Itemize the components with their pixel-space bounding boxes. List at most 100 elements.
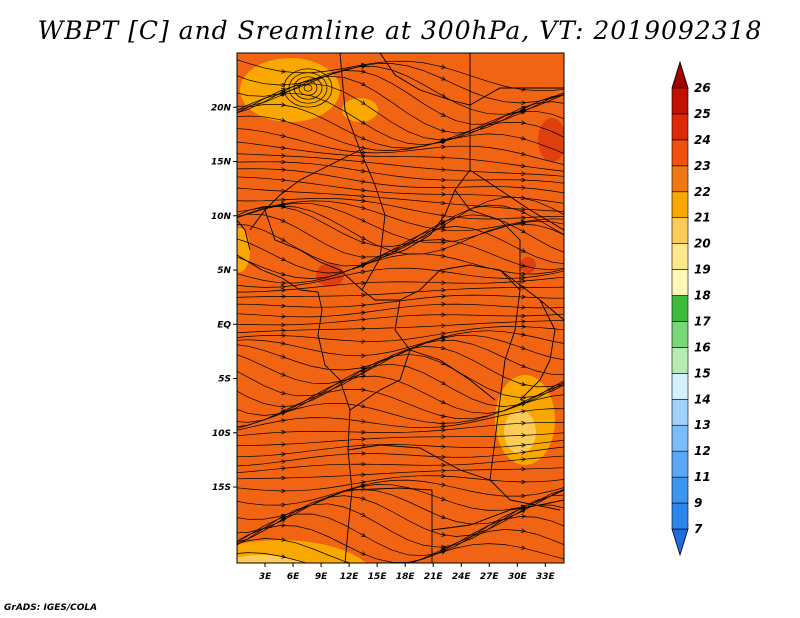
lat-tick-label: 10S	[212, 429, 231, 439]
streamline-arrow	[359, 498, 365, 499]
colorbar-box	[671, 373, 689, 400]
colorbar-label: 21	[694, 211, 711, 225]
streamline-arrow	[439, 66, 445, 67]
streamline-arrow	[439, 516, 445, 518]
streamline-arrow	[519, 230, 525, 233]
colorbar-label: 7	[694, 522, 703, 536]
streamline-arrow	[359, 101, 365, 104]
streamline-arrow	[519, 123, 525, 124]
streamline-arrow	[519, 334, 525, 335]
streamline-vortex	[293, 76, 323, 100]
colorbar-label: 11	[694, 470, 711, 484]
lat-tick-label: 15S	[212, 483, 231, 493]
colorbar-box	[671, 502, 689, 530]
chart-title: WBPT [C] and Sreamline at 300hPa, VT: 20…	[37, 16, 763, 45]
streamline-arrow	[279, 461, 285, 462]
lat-tick-label: 5N	[217, 266, 231, 276]
streamline-arrow	[519, 111, 525, 112]
streamline-arrow	[439, 77, 445, 79]
streamline-arrow	[359, 482, 365, 483]
colorbar-box	[671, 450, 689, 478]
streamline-arrow	[519, 89, 525, 90]
streamline-arrow	[439, 130, 445, 131]
lat-tick-label: 10N	[211, 212, 232, 222]
streamlines	[237, 59, 564, 567]
streamline-arrow	[359, 137, 365, 139]
streamline-arrow	[519, 365, 525, 367]
streamline-arrow	[439, 249, 445, 251]
colorbar-box	[671, 139, 689, 167]
streamline-arrow	[359, 71, 365, 72]
streamline-arrow	[519, 211, 525, 213]
streamline-arrow	[279, 135, 285, 136]
streamline-arrow	[359, 534, 365, 537]
colorbar-box	[671, 398, 689, 426]
streamline-arrow	[359, 319, 365, 320]
streamline-vortex	[283, 68, 333, 108]
colorbar-box	[671, 269, 689, 296]
streamline-arrow	[439, 498, 445, 500]
streamline-vortex	[288, 72, 328, 104]
streamline-arrow	[279, 468, 285, 469]
lat-tick-label: EQ	[217, 320, 231, 330]
colorbar-box	[671, 217, 689, 244]
streamline-arrow	[519, 403, 525, 405]
wbpt-cool-patch	[237, 555, 302, 563]
streamline-arrow	[439, 333, 445, 334]
streamline-arrow	[519, 347, 525, 349]
streamline-arrow	[359, 171, 365, 172]
streamline-arrow	[359, 201, 365, 202]
streamline-arrow	[359, 406, 365, 407]
lon-tick-label: 6E	[287, 572, 300, 582]
wbpt-warm-patch	[520, 257, 536, 273]
streamline-arrow	[439, 427, 445, 428]
colorbar-label: 16	[694, 340, 711, 354]
colorbar-box	[671, 87, 689, 115]
streamline-arrow	[439, 256, 445, 257]
streamline-arrow	[359, 486, 365, 487]
streamline-arrow	[360, 566, 365, 567]
streamline-arrow	[279, 556, 285, 557]
wbpt-warm-patch	[316, 263, 344, 287]
colorbar-top-arrow	[671, 60, 689, 89]
streamline-arrow	[279, 258, 285, 260]
streamline-arrow	[279, 180, 285, 181]
streamline-arrow	[359, 369, 365, 371]
streamline-vortex	[303, 84, 313, 92]
country-borders	[237, 53, 564, 563]
streamline-arrow	[359, 207, 365, 208]
streamline-arrow	[439, 534, 445, 535]
streamline-arrow	[519, 445, 525, 446]
streamline-arrow	[519, 452, 525, 453]
streamline-arrow	[439, 203, 445, 204]
colorbar-label: 20	[694, 237, 711, 251]
colorbar-label: 14	[694, 392, 711, 406]
streamline-arrow	[439, 114, 445, 117]
streamline-arrow	[519, 411, 525, 412]
streamline-arrow	[359, 257, 365, 258]
streamline-arrow	[519, 547, 525, 548]
colorbar-box	[671, 295, 689, 322]
streamline-arrow	[279, 120, 285, 121]
streamline-arrow	[279, 392, 285, 393]
streamline-arrow	[439, 401, 445, 403]
lat-axis: 20N 15N 10N 5N EQ 5S 10S 15S	[211, 103, 237, 493]
streamline-arrow	[439, 271, 445, 272]
colorbar-label: 26	[694, 81, 711, 95]
streamline-arrow	[439, 551, 445, 553]
lon-tick-label: 15E	[368, 572, 388, 582]
lon-tick-label: 12E	[340, 572, 360, 582]
colorbar-box	[671, 321, 689, 348]
streamline-arrow	[279, 274, 285, 275]
streamline-arrow	[439, 348, 445, 349]
colorbar-box	[671, 113, 689, 141]
streamline-arrow	[359, 552, 365, 554]
streamline-arrow	[279, 454, 285, 455]
streamline-arrow	[359, 376, 365, 377]
colorbar-box	[671, 424, 689, 452]
wbpt-cool-patch	[504, 410, 536, 454]
streamline-arrow	[439, 382, 445, 385]
streamline-arrow	[519, 153, 525, 154]
streamline-arrow	[359, 421, 365, 422]
colorbar-label: 17	[694, 314, 711, 328]
